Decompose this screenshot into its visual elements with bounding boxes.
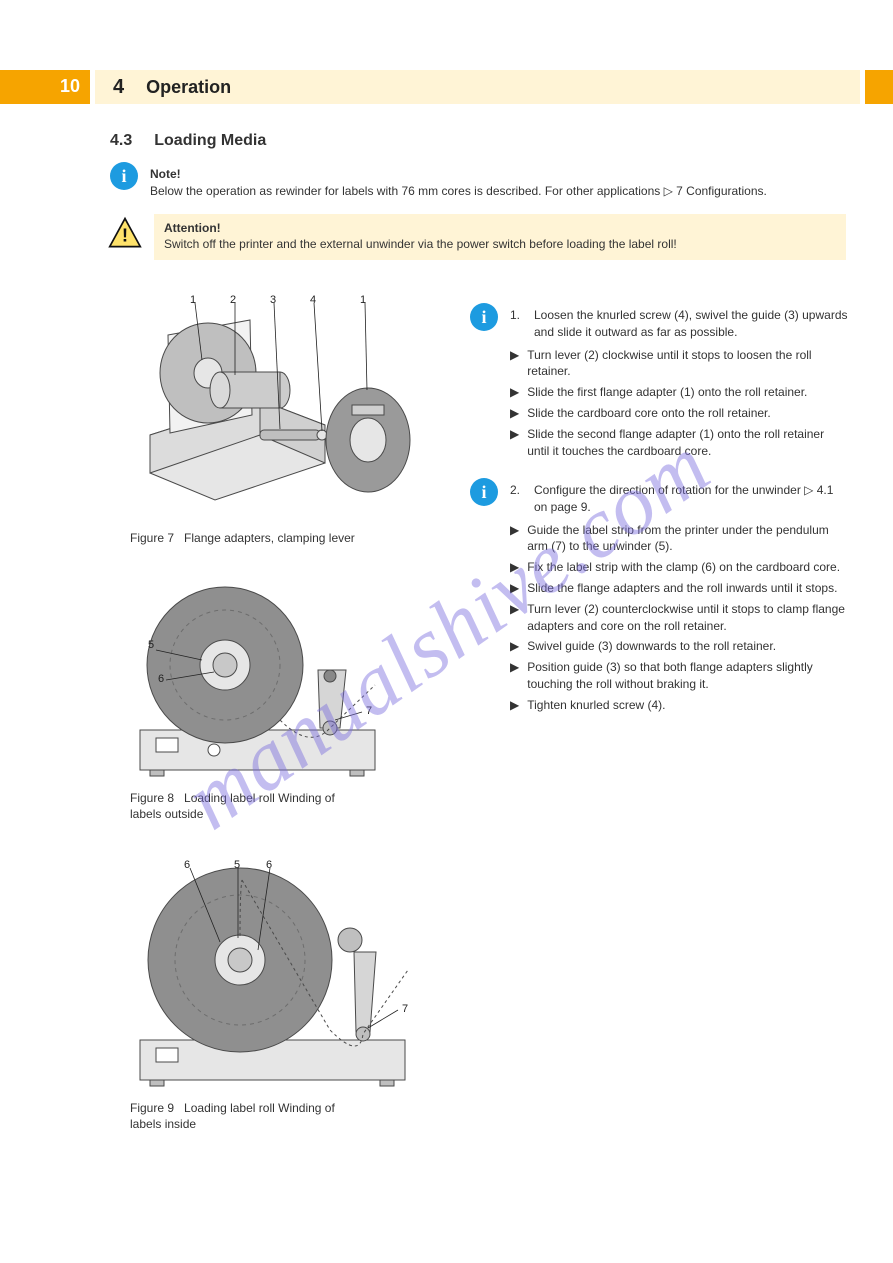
bullet-marker: ▶: [510, 697, 519, 714]
figure-8-caption: Figure 8 Loading label roll Winding of l…: [130, 790, 360, 822]
subsection-heading: 4.3 Loading Media: [110, 132, 266, 150]
bullet-marker: ▶: [510, 580, 519, 597]
fig7-callout-2: 2: [230, 295, 236, 306]
figure-8-svg: 5 6 7: [130, 580, 390, 790]
fig7-callout-4: 4: [310, 295, 316, 306]
fig9-callout-7: 7: [402, 1003, 408, 1015]
info-icon: i: [470, 478, 498, 506]
figure-8-label: Figure 8: [130, 791, 174, 805]
note-text-block: Note! Below the operation as rewinder fo…: [150, 162, 767, 200]
figure-7-text: Flange adapters, clamping lever: [184, 531, 355, 545]
note-body: Below the operation as rewinder for labe…: [150, 184, 767, 198]
fig7-callout-1: 1: [190, 295, 196, 306]
figure-7: 1 1 2 3 4 Figure 7 Flange adapters, clam…: [130, 295, 430, 546]
figure-9-label: Figure 9: [130, 1101, 174, 1115]
info-icon: i: [470, 303, 498, 331]
step-1-bullet-1: Turn lever (2) clockwise until it stops …: [527, 347, 849, 381]
figure-7-label: Figure 7: [130, 531, 174, 545]
bullet-marker: ▶: [510, 522, 519, 556]
step-2-bullet-3: Slide the flange adapters and the roll i…: [527, 580, 837, 597]
fig8-callout-5: 5: [148, 639, 154, 651]
header-page-number-block: 10: [0, 70, 90, 104]
step-2-bullet-5: Swivel guide (3) downwards to the roll r…: [527, 638, 776, 655]
step-2-bullet-4: Turn lever (2) counterclockwise until it…: [527, 601, 849, 635]
step-1-bullet-4: Slide the second flange adapter (1) onto…: [527, 426, 849, 460]
figure-7-caption: Figure 7 Flange adapters, clamping lever: [130, 530, 430, 546]
fig8-callout-7: 7: [366, 705, 372, 717]
note-label: Note!: [150, 167, 181, 181]
header-section-title: Operation: [146, 77, 231, 98]
subsection-number: 4.3: [110, 132, 132, 150]
figure-7-svg: 1 1 2 3 4: [130, 295, 430, 530]
warning-body: Switch off the printer and the external …: [164, 237, 677, 251]
step-1-heading: Loosen the knurled screw (4), swivel the…: [534, 307, 849, 341]
fig8-callout-6: 6: [158, 673, 164, 685]
svg-text:!: !: [122, 225, 128, 246]
step-2-bullet-2: Fix the label strip with the clamp (6) o…: [527, 559, 840, 576]
bullet-marker: ▶: [510, 559, 519, 576]
step-2-bullet-1: Guide the label strip from the printer u…: [527, 522, 849, 556]
warning-triangle-icon: !: [108, 216, 142, 250]
page: manualshive.com 10 4 Operation 4.3 Loadi…: [0, 0, 893, 1263]
bullet-marker: ▶: [510, 638, 519, 655]
step-1-block: 1. Loosen the knurled screw (4), swivel …: [510, 303, 849, 459]
step-2-row: i 2. Configure the direction of rotation…: [470, 478, 849, 714]
warning-label: Attention!: [164, 221, 221, 235]
figure-8: 5 6 7 Figure 8 Loading label roll Windin…: [130, 580, 410, 822]
figure-9-caption: Figure 9 Loading label roll Winding of l…: [130, 1100, 360, 1132]
step-2-number: 2.: [510, 482, 526, 516]
step-2-bullet-7: Tighten knurled screw (4).: [527, 697, 665, 714]
bullet-marker: ▶: [510, 347, 519, 381]
step-2-heading: Configure the direction of rotation for …: [534, 482, 849, 516]
fig9-callout-6a: 6: [184, 860, 190, 871]
bullet-marker: ▶: [510, 659, 519, 693]
page-number: 10: [60, 76, 80, 97]
header-band: 4 Operation: [95, 70, 860, 104]
info-icon: i: [110, 162, 138, 190]
fig9-callout-6b: 6: [266, 860, 272, 871]
figure-9-svg: 5 6 6 7: [130, 860, 420, 1100]
subsection-title: Loading Media: [154, 132, 266, 150]
step-1-number: 1.: [510, 307, 526, 341]
step-1-row: i 1. Loosen the knurled screw (4), swive…: [470, 303, 849, 459]
fig7-callout-3: 3: [270, 295, 276, 306]
bullet-marker: ▶: [510, 426, 519, 460]
note-row: i Note! Below the operation as rewinder …: [110, 162, 853, 200]
header-right-accent: [865, 70, 893, 104]
fig9-callout-5: 5: [234, 860, 240, 871]
bullet-marker: ▶: [510, 384, 519, 401]
step-2-block: 2. Configure the direction of rotation f…: [510, 478, 849, 714]
warning-row: ! Attention! Switch off the printer and …: [108, 214, 846, 260]
bullet-marker: ▶: [510, 405, 519, 422]
figure-9: 5 6 6 7 Figure 9 Loading label roll Wind…: [130, 860, 430, 1132]
fig7-callout-1b: 1: [360, 295, 366, 306]
bullet-marker: ▶: [510, 601, 519, 635]
header-section-number: 4: [95, 76, 146, 99]
step-1-bullet-2: Slide the first flange adapter (1) onto …: [527, 384, 807, 401]
step-1-bullet-3: Slide the cardboard core onto the roll r…: [527, 405, 770, 422]
warning-box: Attention! Switch off the printer and th…: [154, 214, 846, 260]
step-2-bullet-6: Position guide (3) so that both flange a…: [527, 659, 849, 693]
